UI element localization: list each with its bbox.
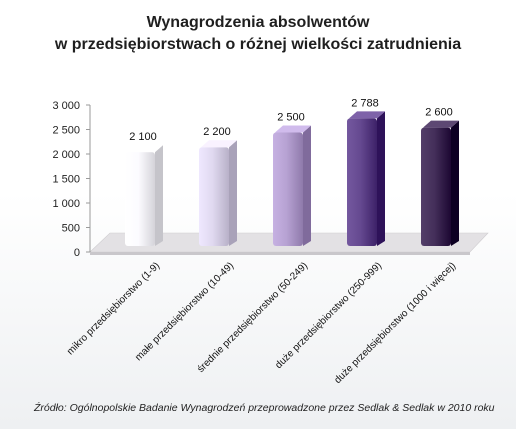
bar xyxy=(199,147,229,246)
data-label: 2 100 xyxy=(129,131,157,143)
y-tick-label: 2 500 xyxy=(52,125,80,137)
bar-top xyxy=(349,111,385,119)
y-tick-label: 1 000 xyxy=(52,198,80,210)
bar xyxy=(273,132,303,246)
data-label: 2 500 xyxy=(277,112,305,124)
bar-side xyxy=(229,140,237,246)
bar-top xyxy=(201,140,237,148)
data-label: 2 600 xyxy=(425,107,453,119)
y-tick-label: 3 000 xyxy=(52,100,80,112)
bar xyxy=(421,127,451,246)
chart-floor-edge xyxy=(90,252,470,255)
y-tick-label: 0 xyxy=(74,247,80,259)
chart-title-line1: Wynagrodzenia absolwentów xyxy=(146,14,370,31)
bar-top xyxy=(127,145,163,153)
chart-title: Wynagrodzenia absolwentów w przedsiębior… xyxy=(0,12,516,56)
bar-side xyxy=(377,111,385,246)
bar-side xyxy=(303,125,311,246)
data-label: 2 200 xyxy=(203,126,231,138)
bar-top xyxy=(275,125,311,133)
bar-side xyxy=(155,145,163,246)
bar-side xyxy=(451,120,459,246)
bar xyxy=(125,152,155,246)
chart-title-line2: w przedsiębiorstwach o różnej wielkości … xyxy=(54,36,462,53)
y-tick-label: 2 000 xyxy=(52,149,80,161)
bar-top xyxy=(423,120,459,128)
data-label: 2 788 xyxy=(351,97,379,109)
x-tick-label: duże przedsiębiorstwo (1000 i więcej) xyxy=(332,260,458,386)
y-tick-label: 500 xyxy=(62,223,80,235)
bar xyxy=(347,118,377,246)
source-note: Źródło: Ogólnopolskie Badanie Wynagrodze… xyxy=(34,402,495,414)
y-tick-label: 1 500 xyxy=(52,174,80,186)
